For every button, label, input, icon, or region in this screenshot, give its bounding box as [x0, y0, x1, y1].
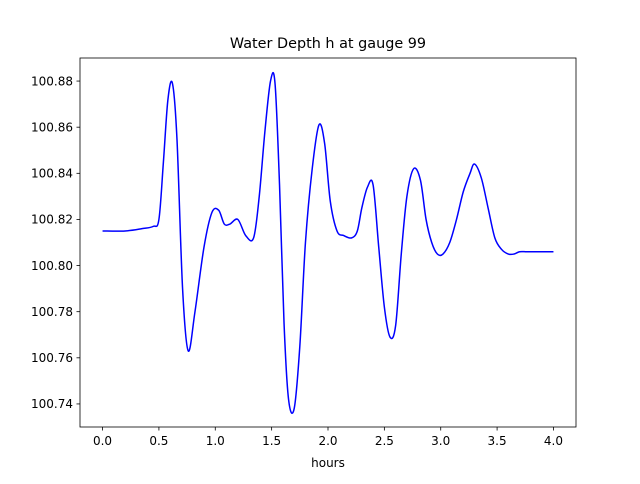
x-tick-label: 0.0 — [93, 434, 112, 448]
chart-title: Water Depth h at gauge 99 — [230, 36, 426, 52]
x-axis-ticks: 0.0 0.5 1.0 1.5 2.0 2.5 3.0 3.5 4.0 — [93, 427, 563, 448]
y-tick-label: 100.86 — [31, 120, 73, 134]
x-tick-label: 0.5 — [149, 434, 168, 448]
series-line — [102, 71, 554, 415]
x-tick-label: 4.0 — [544, 434, 563, 448]
y-axis-ticks: 100.74 100.76 100.78 100.80 100.82 100.84 100.… — [31, 74, 80, 411]
y-tick-label: 100.80 — [31, 259, 73, 273]
y-tick-label: 100.74 — [31, 397, 73, 411]
x-tick-label: 2.5 — [375, 434, 394, 448]
series-group — [102, 71, 554, 415]
y-tick-label: 100.88 — [31, 74, 73, 88]
y-tick-label: 100.84 — [31, 167, 73, 181]
x-tick-label: 1.5 — [262, 434, 281, 448]
x-tick-label: 1.0 — [206, 434, 225, 448]
x-tick-label: 3.0 — [431, 434, 450, 448]
y-tick-label: 100.78 — [31, 305, 73, 319]
x-tick-label: 3.5 — [488, 434, 507, 448]
x-tick-label: 2.0 — [318, 434, 337, 448]
plot-frame — [79, 57, 577, 428]
y-tick-label: 100.82 — [31, 213, 73, 227]
x-axis-label: hours — [311, 456, 345, 470]
y-tick-label: 100.76 — [31, 351, 73, 365]
